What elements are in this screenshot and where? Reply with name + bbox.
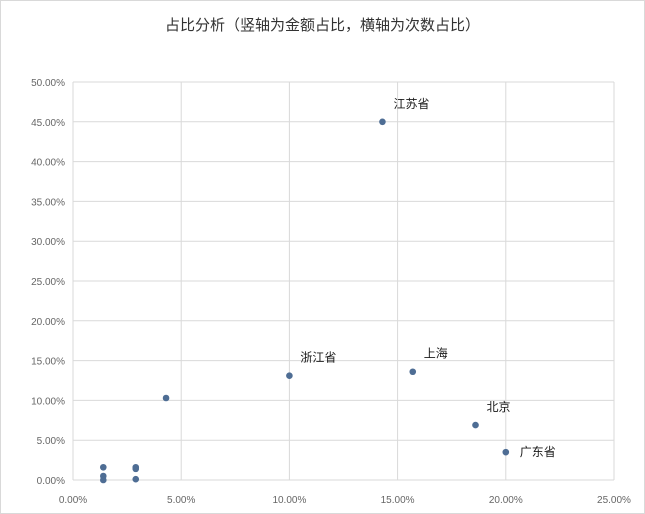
x-tick-label: 25.00% [597,495,631,506]
y-tick-label: 40.00% [31,158,65,169]
scatter-point [409,368,417,376]
grid-lines [72,81,615,481]
y-tick-label: 5.00% [37,436,65,447]
scatter-point [502,448,510,456]
point-label: 广东省 [520,445,556,459]
x-tick-label: 10.00% [272,495,306,506]
chart-title: 占比分析（竖轴为金额占比，横轴为次数占比） [164,16,480,34]
y-tick-label: 50.00% [31,78,65,89]
scatter-point [162,394,170,402]
data-points [99,118,510,484]
point-label: 上海 [424,346,448,361]
scatter-point [286,372,293,380]
scatter-point [472,421,479,429]
scatter-point [99,463,107,471]
y-tick-label: 15.00% [31,357,65,368]
y-tick-label: 20.00% [31,317,65,328]
x-tick-label: 15.00% [381,495,415,506]
scatter-point [379,118,386,126]
x-tick-label: 0.00% [59,495,87,506]
tick-labels: 0.00% 5.00% 10.00% 15.00% 20.00% 25.00% 30.00%… [31,78,631,506]
y-tick-label: 10.00% [31,396,65,407]
y-tick-label: 45.00% [31,118,65,129]
point-label: 江苏省 [393,97,429,111]
x-tick-label: 20.00% [489,495,523,506]
y-tick-label: 25.00% [31,277,65,288]
point-label: 北京 [487,400,511,414]
scatter-point [99,476,107,484]
scatter-point [132,465,140,473]
y-tick-label: 0.00% [37,476,65,487]
y-tick-label: 30.00% [31,237,65,248]
point-label: 浙江省 [300,351,336,365]
scatter-point [132,475,140,483]
y-tick-label: 35.00% [31,197,65,208]
x-tick-label: 5.00% [167,495,195,506]
